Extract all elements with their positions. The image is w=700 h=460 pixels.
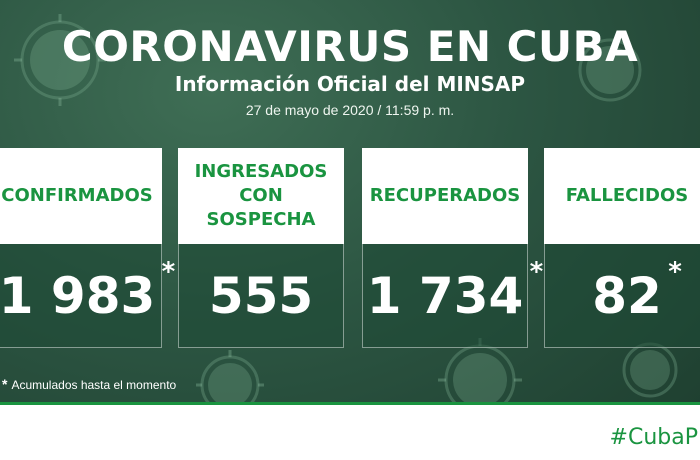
card-label: RECUPERADOS [362, 148, 528, 244]
card-value-box: 1 983 * [0, 244, 175, 348]
asterisk-mark: * [529, 256, 544, 287]
card-confirmados: CONFIRMADOS 1 983 * [0, 148, 175, 348]
asterisk-mark: * [161, 256, 176, 287]
card-value-box: 555 [178, 244, 344, 348]
page-subtitle: Información Oficial del MINSAP [174, 72, 526, 96]
page-title: CORONAVIRUS EN CUBA [61, 22, 639, 71]
card-ingresados: INGRESADOS CON SOSPECHA 555 [178, 148, 344, 348]
card-value: 82 * [592, 257, 682, 325]
footnote: * Acumulados hasta el momento [2, 376, 176, 392]
hashtag-bar: #CubaP [0, 402, 700, 460]
hashtag: #CubaP [609, 425, 698, 450]
card-value: 1 734 * [366, 257, 544, 325]
footnote-star: * [2, 376, 8, 392]
card-recuperados: RECUPERADOS 1 734 * [362, 148, 544, 348]
footnote-text: Acumulados hasta el momento [11, 378, 177, 392]
card-label: INGRESADOS CON SOSPECHA [178, 148, 344, 244]
card-value-box: 1 734 * [362, 244, 544, 348]
report-date: 27 de mayo de 2020 / 11:59 p. m. [245, 102, 455, 118]
card-value-box: 82 * [544, 244, 700, 348]
fallecidos-value: 82 [592, 266, 662, 325]
card-fallecidos: FALLECIDOS 82 * [544, 148, 700, 348]
asterisk-mark: * [668, 256, 682, 287]
confirmados-value: 1 983 [0, 266, 156, 325]
recuperados-value: 1 734 [366, 266, 524, 325]
card-label-line1: INGRESADOS [194, 161, 328, 182]
card-label: CONFIRMADOS [0, 148, 162, 244]
card-label-line2: CON SOSPECHA [206, 185, 316, 230]
card-label: FALLECIDOS [544, 148, 700, 244]
card-value: 1 983 * [0, 257, 175, 325]
ingresados-value: 555 [208, 266, 314, 325]
